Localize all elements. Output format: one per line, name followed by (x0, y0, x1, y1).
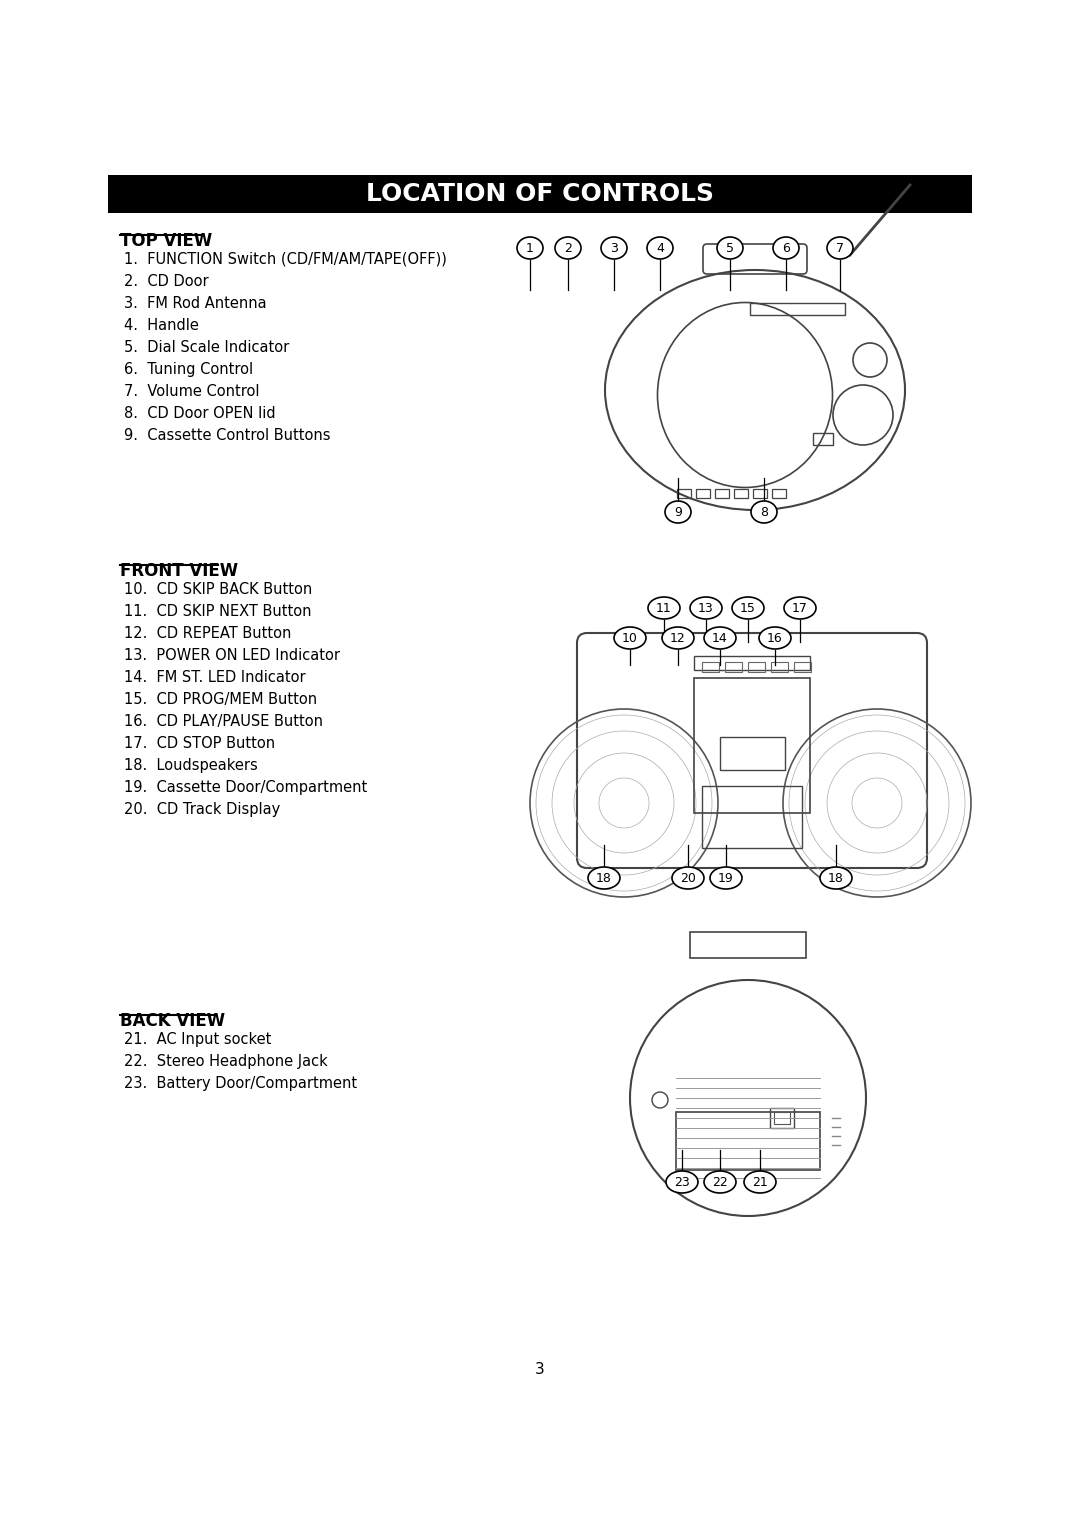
Bar (794, 663, 811, 672)
Bar (715, 489, 729, 498)
Text: 4: 4 (656, 241, 664, 255)
Bar (774, 1112, 789, 1124)
Text: 3: 3 (535, 1362, 545, 1377)
Text: FRONT VIEW: FRONT VIEW (120, 562, 238, 580)
FancyBboxPatch shape (108, 176, 972, 212)
Ellipse shape (666, 1171, 698, 1193)
Text: 6.  Tuning Control: 6. Tuning Control (124, 362, 253, 377)
Text: 12.  CD REPEAT Button: 12. CD REPEAT Button (124, 626, 292, 641)
Bar (734, 489, 748, 498)
Text: 9.  Cassette Control Buttons: 9. Cassette Control Buttons (124, 428, 330, 443)
Text: 18.  Loudspeakers: 18. Loudspeakers (124, 757, 258, 773)
Text: 17: 17 (792, 602, 808, 614)
Text: 6: 6 (782, 241, 789, 255)
Ellipse shape (615, 628, 646, 649)
Text: 23: 23 (674, 1176, 690, 1188)
Ellipse shape (759, 628, 791, 649)
Text: 5.  Dial Scale Indicator: 5. Dial Scale Indicator (124, 341, 289, 354)
Text: 20.  CD Track Display: 20. CD Track Display (124, 802, 280, 817)
Text: 11.  CD SKIP NEXT Button: 11. CD SKIP NEXT Button (124, 605, 311, 618)
Text: 18: 18 (596, 872, 612, 884)
Ellipse shape (517, 237, 543, 260)
Ellipse shape (555, 237, 581, 260)
Ellipse shape (827, 237, 853, 260)
Text: 10: 10 (622, 632, 638, 644)
Ellipse shape (820, 867, 852, 889)
Text: 20: 20 (680, 872, 696, 884)
Ellipse shape (751, 501, 777, 524)
Ellipse shape (600, 237, 627, 260)
Text: 10.  CD SKIP BACK Button: 10. CD SKIP BACK Button (124, 582, 312, 597)
Ellipse shape (588, 867, 620, 889)
Ellipse shape (710, 867, 742, 889)
Ellipse shape (690, 597, 723, 618)
Text: 21: 21 (752, 1176, 768, 1188)
Bar (748, 663, 765, 672)
Ellipse shape (744, 1171, 777, 1193)
Text: 19: 19 (718, 872, 734, 884)
Text: TOP VIEW: TOP VIEW (120, 232, 213, 250)
Text: 4.  Handle: 4. Handle (124, 318, 199, 333)
Text: 7.  Volume Control: 7. Volume Control (124, 383, 259, 399)
Bar (771, 663, 788, 672)
Ellipse shape (665, 501, 691, 524)
Text: 23.  Battery Door/Compartment: 23. Battery Door/Compartment (124, 1077, 357, 1090)
Text: 5: 5 (726, 241, 734, 255)
Ellipse shape (784, 597, 816, 618)
Ellipse shape (647, 237, 673, 260)
Bar (676, 1112, 820, 1170)
Text: 1: 1 (526, 241, 534, 255)
Bar (813, 434, 833, 444)
Bar (696, 489, 710, 498)
Text: 15.  CD PROG/MEM Button: 15. CD PROG/MEM Button (124, 692, 318, 707)
Text: 12: 12 (670, 632, 686, 644)
Text: 16.  CD PLAY/PAUSE Button: 16. CD PLAY/PAUSE Button (124, 715, 323, 728)
Text: 15: 15 (740, 602, 756, 614)
Text: 3: 3 (610, 241, 618, 255)
Bar (720, 738, 785, 770)
Bar (702, 663, 719, 672)
Text: 2.  CD Door: 2. CD Door (124, 273, 208, 289)
Text: 16: 16 (767, 632, 783, 644)
Bar (690, 931, 806, 957)
Ellipse shape (704, 628, 735, 649)
Ellipse shape (662, 628, 694, 649)
Text: 7: 7 (836, 241, 843, 255)
Bar (770, 1109, 794, 1128)
Text: 9: 9 (674, 505, 681, 519)
Bar (750, 302, 845, 315)
Text: LOCATION OF CONTROLS: LOCATION OF CONTROLS (366, 182, 714, 206)
Text: 11: 11 (657, 602, 672, 614)
Ellipse shape (717, 237, 743, 260)
Text: 22.  Stereo Headphone Jack: 22. Stereo Headphone Jack (124, 1054, 327, 1069)
Bar (772, 489, 786, 498)
Bar (694, 678, 810, 812)
Text: BACK VIEW: BACK VIEW (120, 1012, 225, 1031)
Text: 22: 22 (712, 1176, 728, 1188)
Text: 1.  FUNCTION Switch (CD/FM/AM/TAPE(OFF)): 1. FUNCTION Switch (CD/FM/AM/TAPE(OFF)) (124, 252, 447, 267)
Ellipse shape (704, 1171, 735, 1193)
Ellipse shape (732, 597, 764, 618)
Text: 8.  CD Door OPEN lid: 8. CD Door OPEN lid (124, 406, 275, 421)
Bar (677, 489, 691, 498)
Ellipse shape (773, 237, 799, 260)
Text: 14.  FM ST. LED Indicator: 14. FM ST. LED Indicator (124, 670, 306, 686)
Bar (702, 786, 802, 847)
Text: 13.  POWER ON LED Indicator: 13. POWER ON LED Indicator (124, 647, 340, 663)
Bar (725, 663, 742, 672)
Text: 8: 8 (760, 505, 768, 519)
Text: 17.  CD STOP Button: 17. CD STOP Button (124, 736, 275, 751)
Text: 14: 14 (712, 632, 728, 644)
Text: 13: 13 (698, 602, 714, 614)
Bar (694, 657, 810, 670)
Ellipse shape (672, 867, 704, 889)
Text: 21.  AC Input socket: 21. AC Input socket (124, 1032, 271, 1048)
Text: 18: 18 (828, 872, 843, 884)
Text: 3.  FM Rod Antenna: 3. FM Rod Antenna (124, 296, 267, 312)
Bar (753, 489, 767, 498)
Ellipse shape (648, 597, 680, 618)
Text: 19.  Cassette Door/Compartment: 19. Cassette Door/Compartment (124, 780, 367, 796)
Text: 2: 2 (564, 241, 572, 255)
